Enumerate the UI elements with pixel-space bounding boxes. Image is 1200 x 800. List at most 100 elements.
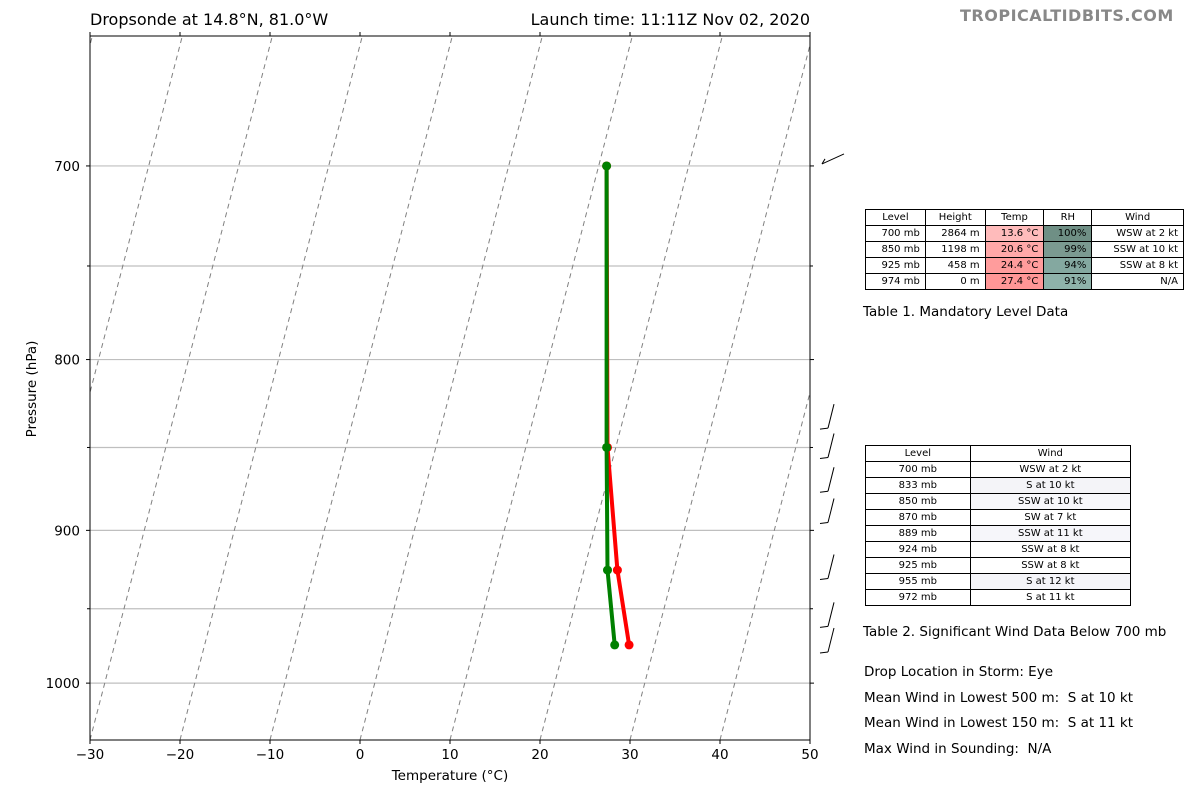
table1-caption: Table 1. Mandatory Level Data <box>863 304 1069 320</box>
table-cell: N/A <box>1091 273 1184 290</box>
skew-isotherm-layer <box>0 36 810 740</box>
wind-barb-shaft <box>827 404 835 429</box>
isotherm-line <box>0 36 2 740</box>
wind-barb-flag <box>819 625 829 628</box>
table-cell: 100% <box>1043 225 1093 242</box>
wind-barb-shaft <box>827 433 835 458</box>
x-tick-label: 20 <box>531 747 548 763</box>
column-header: Wind <box>969 445 1132 462</box>
wind-barb-flag <box>819 490 829 493</box>
table-row: 955 mb S at 12 kt <box>865 573 1132 590</box>
wind-barb-flag <box>821 158 826 165</box>
table-cell: 24.4 °C <box>984 257 1045 274</box>
y-axis-label: Pressure (hPa) <box>24 341 40 438</box>
column-header: Level <box>865 445 971 462</box>
brand-logo-text[interactable]: TROPICALTIDBITS.COM <box>960 6 1174 25</box>
wind-barb-flag <box>819 456 829 459</box>
table-row: 833 mb S at 10 kt <box>865 477 1132 494</box>
wind-barb <box>819 404 835 430</box>
x-tick-label: −30 <box>76 747 105 763</box>
table-cell: SSW at 10 kt <box>969 493 1132 510</box>
x-tick-label: 10 <box>441 747 458 763</box>
table-header-row: Level Height Temp RH Wind <box>865 209 1184 226</box>
wind-barb-shaft <box>827 602 835 627</box>
table-cell: SSW at 8 kt <box>969 557 1132 574</box>
table-cell: 20.6 °C <box>984 241 1045 258</box>
wind-barb <box>821 153 845 165</box>
wind-barb-shaft <box>827 627 835 653</box>
isotherm-line <box>629 43 810 740</box>
table-cell: 1198 m <box>924 241 986 258</box>
series-point-1 <box>602 161 612 171</box>
table-cell: S at 12 kt <box>969 573 1132 590</box>
x-tick-label: 0 <box>356 747 365 763</box>
isotherm-line <box>90 36 273 740</box>
isotherm-line <box>449 36 633 740</box>
table-cell: S at 10 kt <box>969 477 1132 494</box>
column-header: RH <box>1043 209 1093 226</box>
series-point-1 <box>603 565 612 575</box>
table-row: 700 mb 2864 m 13.6 °C 100% WSW at 2 kt <box>865 225 1184 242</box>
x-tick-label: 40 <box>711 747 728 763</box>
wind-barb-shaft <box>827 467 835 492</box>
table-cell: 925 mb <box>865 557 971 574</box>
series-point-0 <box>624 640 634 650</box>
axes-layer: −30 −20 −10 0 10 20 30 40 50 700 800 900 1000 <box>46 32 819 763</box>
table-cell: SW at 7 kt <box>969 509 1132 526</box>
grid-layer <box>90 165 810 684</box>
table-cell: SSW at 10 kt <box>1091 241 1184 258</box>
wind-barb <box>819 627 835 654</box>
isotherm-line <box>179 36 363 740</box>
table-row: 925 mb SSW at 8 kt <box>865 557 1132 574</box>
y-tick-label: 1000 <box>46 676 80 692</box>
wind-barb-layer <box>819 153 845 654</box>
wind-barb <box>819 602 835 628</box>
table-cell: SSW at 8 kt <box>1091 257 1184 274</box>
table-cell: 972 mb <box>865 589 971 606</box>
table-row: 925 mb 458 m 24.4 °C 94% SSW at 8 kt <box>865 257 1184 274</box>
table-row: 924 mb SSW at 8 kt <box>865 541 1132 558</box>
column-header: Height <box>924 209 986 226</box>
table-cell: SSW at 11 kt <box>969 525 1132 542</box>
wind-barb-flag <box>819 651 829 654</box>
wind-barb <box>819 467 835 493</box>
max-wind: Max Wind in Sounding: N/A <box>864 741 1052 757</box>
mean-wind-500m: Mean Wind in Lowest 500 m: S at 10 kt <box>864 690 1134 706</box>
table-cell: S at 11 kt <box>969 589 1132 606</box>
isotherm-line <box>359 36 543 740</box>
x-tick-label: 50 <box>801 747 818 763</box>
x-tick-label: 30 <box>621 747 638 763</box>
isotherm-line <box>269 36 453 740</box>
column-header: Level <box>865 209 926 226</box>
wind-barb-flag <box>819 427 829 430</box>
table-row: 870 mb SW at 7 kt <box>865 509 1132 526</box>
drop-location: Drop Location in Storm: Eye <box>864 664 1054 680</box>
table-cell: 13.6 °C <box>984 225 1045 242</box>
table-header-row: Level Wind <box>865 445 1132 462</box>
sonde-title: Dropsonde at 14.8°N, 81.0°W <box>90 10 329 29</box>
wind-barb-shaft <box>827 554 835 579</box>
x-tick-label: −20 <box>166 747 195 763</box>
mandatory-level-table: Level Height Temp RH Wind 700 mb 2864 m 13… <box>865 209 1184 290</box>
table-cell: 833 mb <box>865 477 971 494</box>
column-header: Temp <box>984 209 1045 226</box>
significant-wind-table: Level Wind 700 mb WSW at 2 kt 833 mb S at 1… <box>865 445 1132 606</box>
wind-barb <box>819 554 835 581</box>
table-cell: 924 mb <box>865 541 971 558</box>
launch-time: Launch time: 11:11Z Nov 02, 2020 <box>530 10 810 29</box>
isotherm-line <box>539 36 723 740</box>
series-line-1 <box>604 165 617 646</box>
table-cell: 700 mb <box>865 225 926 242</box>
table-cell: 91% <box>1043 273 1093 290</box>
table-cell: 955 mb <box>865 573 971 590</box>
table-row: 972 mb S at 11 kt <box>865 589 1132 606</box>
table-cell: 925 mb <box>865 257 926 274</box>
wind-barb <box>819 433 835 459</box>
table-cell: 2864 m <box>924 225 986 242</box>
table-cell: 870 mb <box>865 509 971 526</box>
y-tick-label: 700 <box>54 159 80 175</box>
table-cell: 850 mb <box>865 493 971 510</box>
table-cell: 27.4 °C <box>984 273 1045 290</box>
isotherm-line <box>90 36 183 395</box>
table-row: 850 mb SSW at 10 kt <box>865 493 1132 510</box>
